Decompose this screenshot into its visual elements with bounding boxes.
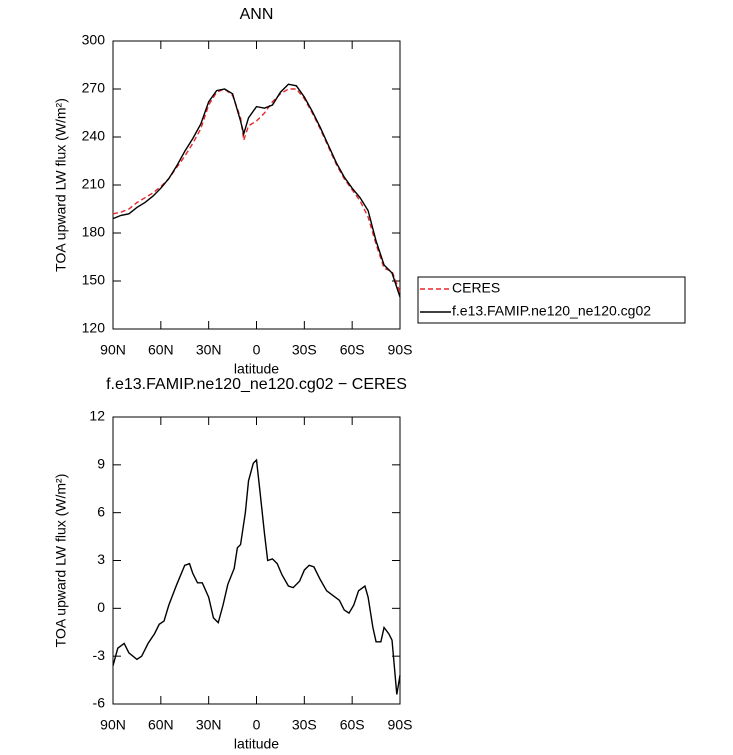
y-tick-label: 0 [97,599,105,615]
y-tick-label: 120 [82,320,106,336]
y-tick-label: -3 [93,647,106,663]
legend-label: f.e13.FAMIP.ne120_ne120.cg02 [452,303,651,319]
series-line [112,458,401,695]
series-line [112,83,401,298]
x-tick-label: 60N [148,342,174,358]
y-tick-label: 12 [89,408,105,424]
x-tick-label: 30N [196,717,222,733]
y-tick-label: 270 [82,80,106,96]
x-axis-label: latitude [234,736,279,752]
y-axis-label: TOA upward LW flux (W/m²) [53,474,69,648]
x-tick-label: 90N [100,717,126,733]
plot-frame [112,40,401,330]
y-tick-label: 300 [82,32,106,48]
y-tick-label: 180 [82,224,106,240]
x-axis-label: latitude [234,361,279,377]
x-tick-label: 0 [253,342,261,358]
y-tick-label: 9 [97,456,105,472]
x-tick-label: 30S [292,717,317,733]
y-tick-label: 150 [82,272,106,288]
x-tick-label: 90N [100,342,126,358]
x-tick-label: 0 [253,717,261,733]
x-tick-label: 30S [292,342,317,358]
x-tick-label: 90S [388,717,413,733]
y-tick-label: 210 [82,176,106,192]
chart-title: ANN [240,6,274,23]
x-tick-label: 60S [340,717,365,733]
x-tick-label: 30N [196,342,222,358]
x-tick-label: 60S [340,342,365,358]
x-tick-label: 90S [388,342,413,358]
y-tick-label: 6 [97,503,105,519]
y-tick-label: 3 [97,551,105,567]
legend-box [417,276,686,324]
y-tick-label: 240 [82,128,106,144]
chart-title: f.e13.FAMIP.ne120_ne120.cg02 − CERES [106,376,407,393]
plot-frame [112,416,401,705]
y-tick-label: -6 [93,695,106,711]
x-tick-label: 60N [148,717,174,733]
y-axis-label: TOA upward LW flux (W/m²) [53,98,69,272]
series-line [112,88,401,293]
legend-label: CERES [452,280,500,296]
